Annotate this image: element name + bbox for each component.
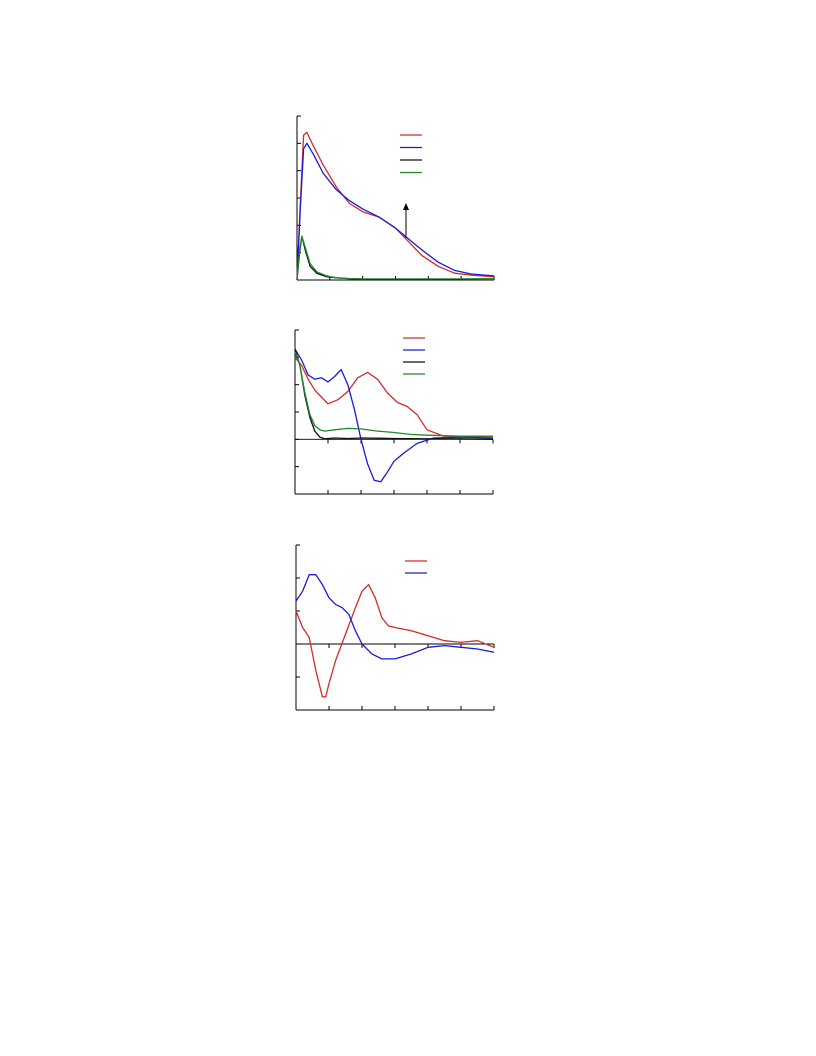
series-line-blue: [295, 574, 495, 660]
series-line-blue: [296, 142, 495, 281]
series-line-red: [295, 583, 495, 698]
series-line-green: [296, 235, 495, 281]
legend: [405, 560, 427, 574]
series-line-black: [296, 235, 366, 281]
chart-panel-top: [296, 115, 495, 281]
series-line-blue: [294, 348, 494, 483]
chart-panel-middle: [294, 329, 494, 495]
legend: [400, 134, 422, 174]
series-line-green: [294, 351, 493, 437]
series-line-red: [294, 356, 493, 438]
legend: [403, 337, 425, 375]
chart-panel-bottom: [295, 544, 495, 711]
arrow-up-icon: [403, 203, 409, 210]
series-line-black: [294, 348, 494, 440]
series-line-red: [296, 131, 495, 281]
